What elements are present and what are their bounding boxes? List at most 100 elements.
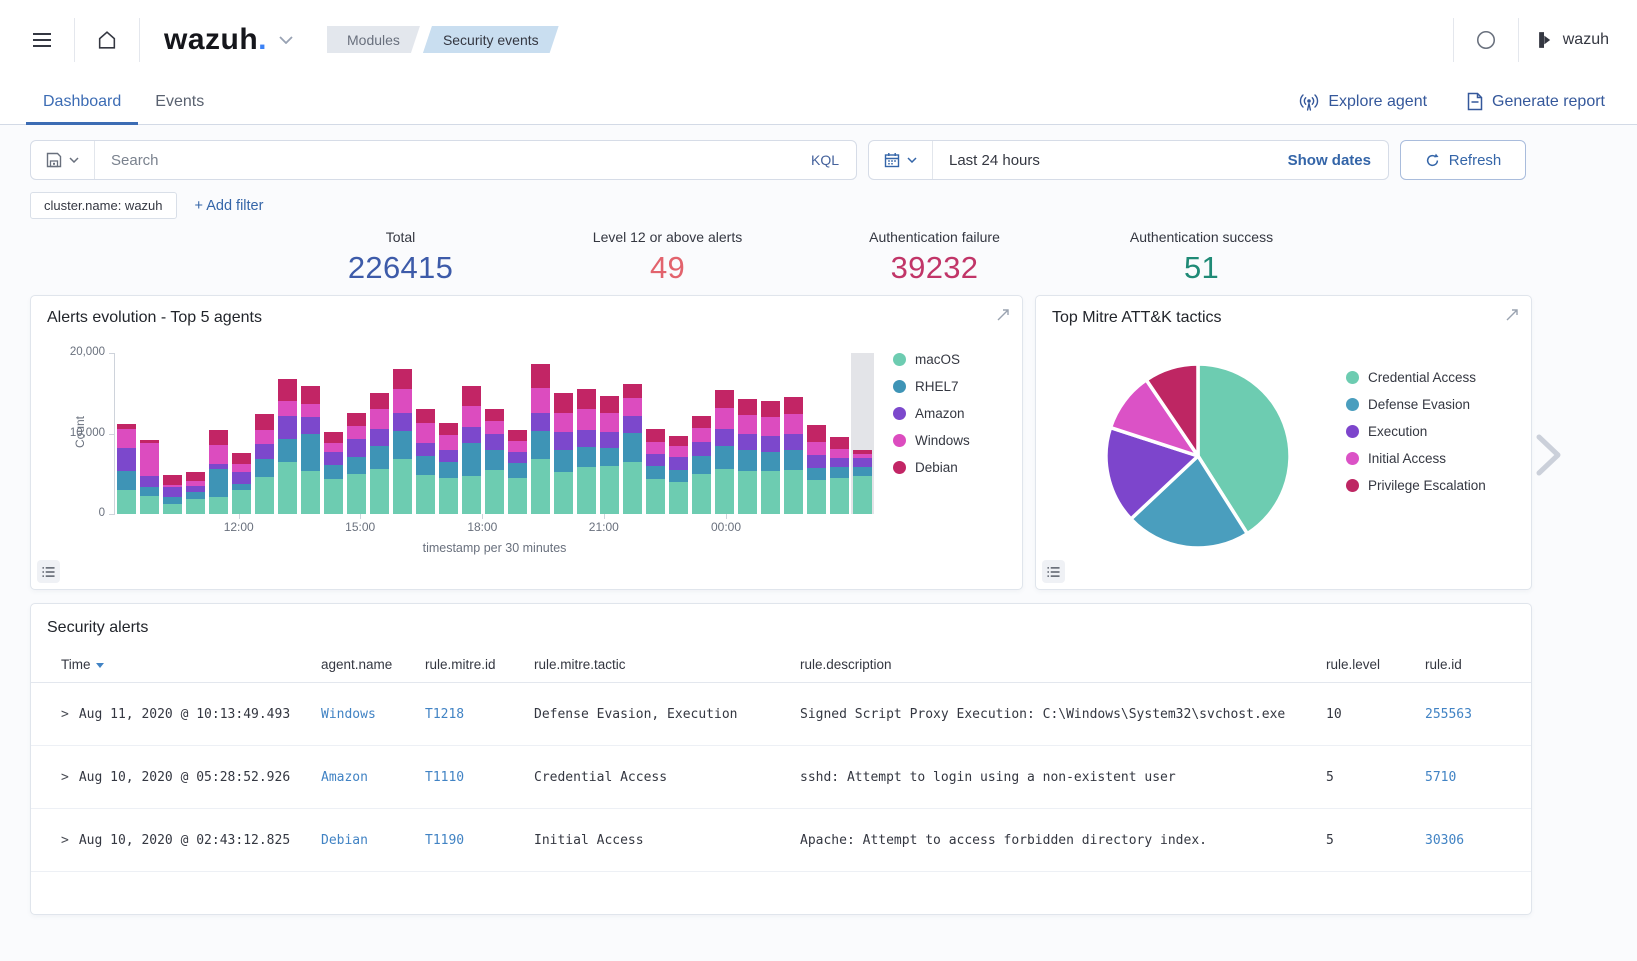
bar-segment-debian[interactable] <box>830 436 849 449</box>
stacked-bar[interactable] <box>393 369 412 514</box>
bar-segment-amazon[interactable] <box>807 455 826 469</box>
bar-segment-rhel7[interactable] <box>738 450 757 471</box>
column-header-rule-level[interactable]: rule.level <box>1326 657 1425 672</box>
stacked-bar[interactable] <box>140 439 159 514</box>
bar-segment-macos[interactable] <box>784 469 803 514</box>
bar-segment-macos[interactable] <box>278 461 297 514</box>
bar-segment-debian[interactable] <box>531 363 550 388</box>
breadcrumb[interactable]: Security events <box>423 26 559 53</box>
bar-segment-windows[interactable] <box>715 407 734 429</box>
column-header-time[interactable]: Time <box>61 657 321 672</box>
bar-segment-macos[interactable] <box>393 458 412 514</box>
stacked-bar[interactable] <box>186 472 205 514</box>
bar-segment-debian[interactable] <box>715 390 734 408</box>
bar-segment-windows[interactable] <box>830 448 849 458</box>
bar-segment-windows[interactable] <box>462 406 481 428</box>
stacked-bar[interactable] <box>255 414 274 514</box>
column-header-rule-id[interactable]: rule.id <box>1425 657 1531 672</box>
bar-segment-debian[interactable] <box>554 393 573 414</box>
bar-segment-rhel7[interactable] <box>554 449 573 473</box>
bar-segment-macos[interactable] <box>646 479 665 514</box>
bar-segment-macos[interactable] <box>462 476 481 514</box>
bar-segment-rhel7[interactable] <box>370 446 389 469</box>
bar-segment-rhel7[interactable] <box>830 467 849 478</box>
bar-segment-rhel7[interactable] <box>301 434 320 471</box>
expand-row-chevron[interactable]: > <box>61 832 69 848</box>
bar-segment-debian[interactable] <box>646 428 665 443</box>
bar-slot[interactable] <box>529 353 552 514</box>
generate-report-button[interactable]: Generate report <box>1467 92 1605 111</box>
bar-segment-debian[interactable] <box>508 430 527 441</box>
time-range-value[interactable]: Last 24 hours <box>949 151 1040 169</box>
mitre-id-link[interactable]: T1190 <box>425 832 465 848</box>
bar-segment-windows[interactable] <box>554 413 573 432</box>
calendar-menu-button[interactable] <box>869 141 933 179</box>
bar-segment-windows[interactable] <box>347 426 366 440</box>
bar-segment-amazon[interactable] <box>853 458 872 467</box>
bar-segment-macos[interactable] <box>209 497 228 514</box>
bar-segment-debian[interactable] <box>347 413 366 427</box>
bar-segment-rhel7[interactable] <box>232 484 251 490</box>
tab-events[interactable]: Events <box>138 79 221 124</box>
stacked-bar[interactable] <box>554 393 573 514</box>
health-check-button[interactable] <box>1464 18 1508 62</box>
bar-segment-windows[interactable] <box>255 429 274 445</box>
stacked-bar[interactable] <box>600 395 619 514</box>
rule-id-link[interactable]: 255563 <box>1425 706 1472 722</box>
agent-name-link[interactable]: Debian <box>321 832 368 848</box>
bar-segment-windows[interactable] <box>807 441 826 456</box>
bar-segment-windows[interactable] <box>577 409 596 430</box>
bar-segment-macos[interactable] <box>600 465 619 514</box>
bar-segment-windows[interactable] <box>209 444 228 465</box>
bar-segment-amazon[interactable] <box>531 413 550 432</box>
bar-slot[interactable] <box>207 353 230 514</box>
stacked-bar[interactable] <box>738 398 757 514</box>
column-header-rule-mitre-tactic[interactable]: rule.mitre.tactic <box>534 657 800 672</box>
bar-segment-debian[interactable] <box>278 378 297 402</box>
menu-button[interactable] <box>20 18 64 62</box>
bar-segment-macos[interactable] <box>669 481 688 514</box>
bar-segment-rhel7[interactable] <box>784 449 803 470</box>
stacked-bar[interactable] <box>485 409 504 514</box>
bar-segment-macos[interactable] <box>232 489 251 514</box>
stacked-bar[interactable] <box>324 431 343 514</box>
bar-slot[interactable] <box>184 353 207 514</box>
bar-segment-macos[interactable] <box>347 473 366 514</box>
pie-slice-privilege-escalation[interactable] <box>1144 362 1200 458</box>
bar-segment-rhel7[interactable] <box>439 461 458 478</box>
stacked-bar[interactable] <box>853 449 872 514</box>
bar-segment-amazon[interactable] <box>117 448 136 471</box>
bar-segment-macos[interactable] <box>761 471 780 514</box>
logout-button[interactable]: wazuh <box>1529 18 1617 62</box>
bar-segment-windows[interactable] <box>853 453 872 459</box>
bar-slot[interactable] <box>690 353 713 514</box>
bar-segment-debian[interactable] <box>692 415 711 428</box>
stacked-bar[interactable] <box>117 424 136 514</box>
bar-segment-debian[interactable] <box>140 439 159 444</box>
bar-segment-amazon[interactable] <box>462 427 481 444</box>
bar-segment-amazon[interactable] <box>600 431 619 449</box>
bar-segment-windows[interactable] <box>117 428 136 449</box>
bar-slot[interactable] <box>851 353 874 514</box>
bar-segment-windows[interactable] <box>439 435 458 451</box>
bar-segment-amazon[interactable] <box>209 464 228 469</box>
expand-row-chevron[interactable]: > <box>61 769 69 785</box>
bar-segment-debian[interactable] <box>255 414 274 430</box>
bar-segment-rhel7[interactable] <box>163 497 182 505</box>
stacked-bar[interactable] <box>462 386 481 514</box>
bar-segment-debian[interactable] <box>186 472 205 482</box>
bar-segment-macos[interactable] <box>301 470 320 514</box>
column-header-agent-name[interactable]: agent.name <box>321 657 425 672</box>
stacked-bar[interactable] <box>232 452 251 514</box>
bar-segment-debian[interactable] <box>738 398 757 416</box>
stacked-bars[interactable] <box>115 353 874 514</box>
bar-segment-macos[interactable] <box>163 504 182 514</box>
bar-segment-rhel7[interactable] <box>600 448 619 466</box>
bar-segment-debian[interactable] <box>669 435 688 447</box>
stacked-bar[interactable] <box>577 389 596 514</box>
bar-segment-amazon[interactable] <box>140 476 159 487</box>
bar-segment-windows[interactable] <box>232 464 251 473</box>
bar-segment-windows[interactable] <box>531 387 550 414</box>
bar-segment-debian[interactable] <box>232 452 251 465</box>
bar-slot[interactable] <box>437 353 460 514</box>
